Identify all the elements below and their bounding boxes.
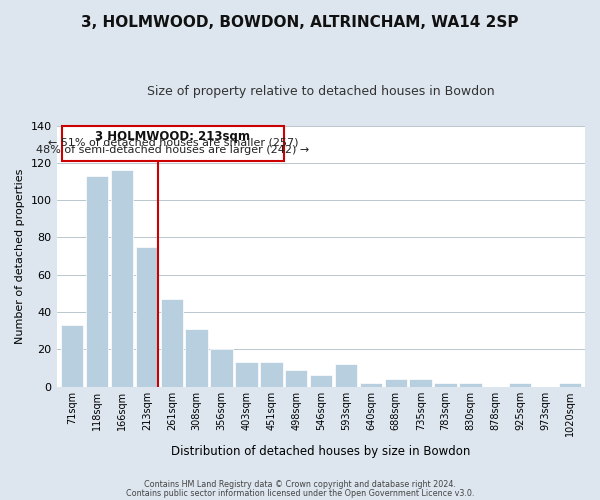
Bar	[211, 350, 233, 387]
FancyBboxPatch shape	[62, 126, 284, 161]
Bar	[434, 383, 457, 386]
Bar	[260, 362, 283, 386]
Text: Contains HM Land Registry data © Crown copyright and database right 2024.: Contains HM Land Registry data © Crown c…	[144, 480, 456, 489]
Text: ← 51% of detached houses are smaller (257): ← 51% of detached houses are smaller (25…	[48, 138, 298, 147]
Text: 3, HOLMWOOD, BOWDON, ALTRINCHAM, WA14 2SP: 3, HOLMWOOD, BOWDON, ALTRINCHAM, WA14 2S…	[81, 15, 519, 30]
Text: Contains public sector information licensed under the Open Government Licence v3: Contains public sector information licen…	[126, 488, 474, 498]
Bar	[409, 379, 432, 386]
Bar	[285, 370, 307, 386]
Bar	[310, 376, 332, 386]
Bar	[335, 364, 357, 386]
Bar	[559, 383, 581, 386]
X-axis label: Distribution of detached houses by size in Bowdon: Distribution of detached houses by size …	[172, 444, 471, 458]
Bar	[360, 383, 382, 386]
Bar	[235, 362, 257, 386]
Bar	[111, 170, 133, 386]
Bar	[161, 299, 183, 386]
Y-axis label: Number of detached properties: Number of detached properties	[15, 168, 25, 344]
Bar	[459, 383, 482, 386]
Text: 48% of semi-detached houses are larger (242) →: 48% of semi-detached houses are larger (…	[37, 145, 310, 155]
Bar	[86, 176, 108, 386]
Bar	[136, 247, 158, 386]
Title: Size of property relative to detached houses in Bowdon: Size of property relative to detached ho…	[148, 85, 495, 98]
Bar	[61, 325, 83, 386]
Bar	[185, 329, 208, 386]
Bar	[385, 379, 407, 386]
Bar	[509, 383, 532, 386]
Text: 3 HOLMWOOD: 213sqm: 3 HOLMWOOD: 213sqm	[95, 130, 250, 143]
